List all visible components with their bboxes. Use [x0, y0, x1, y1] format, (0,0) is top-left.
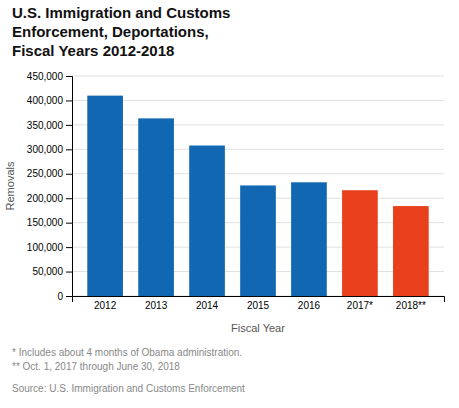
tick-label: 350,000	[27, 120, 64, 131]
tick-label: 100,000	[27, 242, 64, 253]
tick-label: 50,000	[32, 266, 63, 277]
tick-mark	[66, 125, 72, 126]
tick-label: 250,000	[27, 168, 64, 179]
tick: 2016	[298, 300, 321, 311]
y-axis: 0 50,000 100,000 150,000 200,000 250,000 300,0…	[27, 71, 73, 302]
tick-label: 0	[57, 291, 63, 302]
chart: U.S. Immigration and CustomsEnforcement,…	[0, 0, 459, 408]
tick-mark	[66, 272, 72, 273]
axis-domain	[66, 77, 73, 297]
tick: 150,000	[27, 217, 72, 228]
tick-mark	[66, 223, 72, 224]
tick-label: 2012	[94, 300, 117, 311]
footnote: ** Oct. 1, 2017 through June 30, 2018	[12, 361, 180, 372]
bar	[189, 146, 225, 296]
tick: 2017*	[347, 300, 373, 311]
grid-line	[72, 149, 444, 150]
plot: 0 50,000 100,000 150,000 200,000 250,000 300,0…	[4, 71, 445, 334]
y-axis-title: Removals	[4, 161, 16, 210]
x-axis-title: Fiscal Year	[231, 322, 285, 334]
tick-label: 2018**	[396, 300, 426, 311]
bar	[87, 96, 123, 296]
tick: 2014	[196, 300, 219, 311]
tick-label: 2017*	[347, 300, 373, 311]
tick-mark	[66, 174, 72, 175]
tick: 50,000	[32, 266, 72, 277]
tick-label: 2016	[298, 300, 321, 311]
tick-label: 2013	[145, 300, 168, 311]
tick: 350,000	[27, 120, 72, 131]
bar	[342, 190, 378, 296]
tick: 100,000	[27, 242, 72, 253]
bar	[138, 118, 174, 296]
bars	[87, 96, 428, 296]
tick-mark	[66, 76, 72, 77]
tick-mark	[66, 247, 72, 248]
tick-label: 2015	[247, 300, 270, 311]
tick: 0	[57, 291, 72, 302]
tick-label: 200,000	[27, 193, 64, 204]
x-axis: 2012 2013 2014 2015 2016 2017* 2018**	[73, 297, 445, 312]
tick-mark	[66, 296, 72, 297]
tick-label: 150,000	[27, 217, 64, 228]
tick-mark	[66, 100, 72, 101]
tick: 2018**	[396, 300, 426, 311]
tick-label: 450,000	[27, 71, 64, 82]
grid-line	[72, 124, 444, 125]
tick-mark	[66, 149, 72, 150]
grid	[72, 76, 444, 296]
tick: 2015	[247, 300, 270, 311]
source: Source: U.S. Immigration and Customs Enf…	[12, 383, 245, 394]
tick: 200,000	[27, 193, 72, 204]
tick: 2013	[145, 300, 168, 311]
tick-label: 2014	[196, 300, 219, 311]
tick-label: 300,000	[27, 144, 64, 155]
tick-mark	[66, 198, 72, 199]
footnote: * Includes about 4 months of Obama admin…	[12, 347, 242, 358]
bar	[240, 185, 276, 296]
grid-line	[72, 173, 444, 174]
title: U.S. Immigration and CustomsEnforcement,…	[12, 4, 230, 59]
bar	[393, 206, 429, 296]
tick: 2012	[94, 300, 117, 311]
tick-label: 400,000	[27, 95, 64, 106]
bar	[291, 182, 327, 296]
tick: 450,000	[27, 71, 72, 82]
tick: 400,000	[27, 95, 72, 106]
grid-line	[72, 100, 444, 101]
tick: 250,000	[27, 168, 72, 179]
tick: 300,000	[27, 144, 72, 155]
grid-line	[72, 76, 444, 77]
